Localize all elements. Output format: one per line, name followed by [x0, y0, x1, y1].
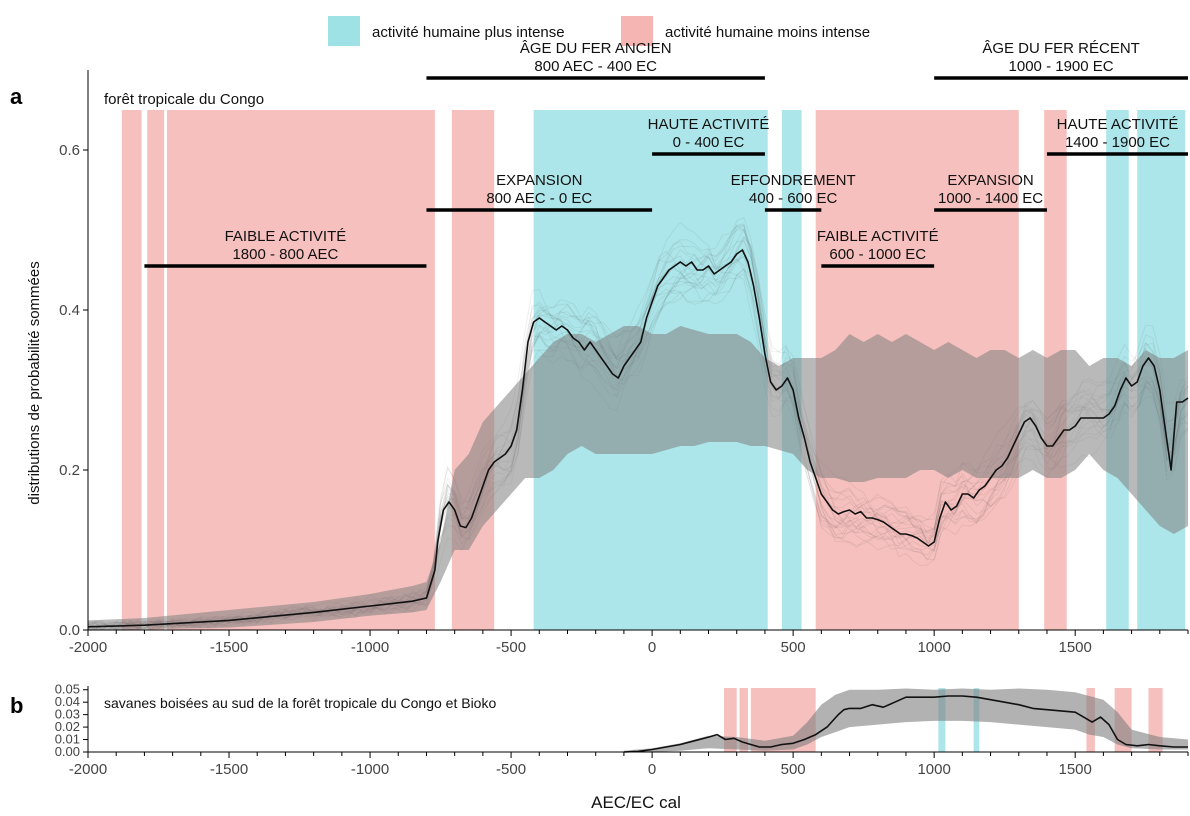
panel-a-x-tick-label-5: 500	[781, 639, 806, 656]
period-title-6: EXPANSION	[947, 172, 1033, 189]
period-range-1: 1000 - 1900 EC	[1009, 58, 1114, 75]
panel-b-x-axis: -2000 -1500 -1000 -500 0 500 1000 1500	[69, 751, 1189, 778]
panel-b-span-low-0	[724, 688, 737, 752]
panel-b-x-tick-label-2: -1000	[351, 761, 389, 778]
panel-a-y-tick-label-3: 0.6	[59, 142, 80, 159]
panel-a-x-axis: -2000 -1500 -1000 -500 0 500 1000 1500	[69, 629, 1189, 656]
panel-a-y-tick-label-0: 0.0	[59, 622, 80, 639]
period-title-7: FAIBLE ACTIVITÉ	[817, 228, 939, 245]
period-range-8: 1800 - 800 AEC	[232, 246, 338, 263]
panel-b-title: savanes boisées au sud de la forêt tropi…	[104, 695, 496, 711]
period-range-3: 1400 - 1900 EC	[1065, 134, 1170, 151]
period-title-2: HAUTE ACTIVITÉ	[648, 116, 770, 133]
panel-b-x-tick-label-1: -1500	[210, 761, 248, 778]
legend: activité humaine plus intense activité h…	[328, 16, 870, 46]
panel-b-x-tick-label-4: 0	[648, 761, 656, 778]
legend-label-high: activité humaine plus intense	[372, 24, 565, 41]
panel-a-x-tick-label-1: -1500	[210, 639, 248, 656]
panel-b-x-tick-label-6: 1000	[917, 761, 950, 778]
period-title-3: HAUTE ACTIVITÉ	[1057, 116, 1179, 133]
panel-b-y-tick-label-5: 0.05	[55, 682, 80, 697]
panel-b-y-tick-label-0: 0.00	[55, 744, 80, 759]
panel-b-y-tick-label-4: 0.04	[55, 694, 80, 709]
panel-b-median-line	[623, 695, 1188, 753]
panel-b-y-tick-label-2: 0.02	[55, 719, 80, 734]
panel-a-span-low-0	[121, 110, 142, 630]
legend-label-low: activité humaine moins intense	[665, 24, 870, 41]
period-title-0: ÂGE DU FER ANCIEN	[520, 40, 672, 57]
panel-b-x-tick-label-3: -500	[496, 761, 526, 778]
period-range-5: 400 - 600 EC	[749, 190, 838, 207]
panel-a-span-low-3	[451, 110, 495, 630]
period-range-6: 1000 - 1400 EC	[938, 190, 1043, 207]
panel-b-envelope	[623, 688, 1188, 752]
period-range-4: 800 AEC - 0 EC	[486, 190, 592, 207]
panel-b-y-tick-label-1: 0.01	[55, 732, 80, 747]
panel-b: 0.000.010.020.030.040.05 -2000 -1500 -1000…	[10, 682, 1189, 812]
panel-a-x-tick-label-2: -1000	[351, 639, 389, 656]
panel-a-x-tick-label-6: 1000	[917, 639, 950, 656]
panel-b-y-tick-label-3: 0.03	[55, 707, 80, 722]
panel-a-y-tick-label-1: 0.2	[59, 462, 80, 479]
panel-a-y-axis-label: distributions de probabilité sommées	[26, 261, 43, 504]
panel-b-label: b	[10, 693, 23, 718]
period-range-7: 600 - 1000 EC	[829, 246, 926, 263]
panel-a-y-tick-label-2: 0.4	[59, 302, 80, 319]
panel-b-y-axis: 0.000.010.020.030.040.05	[55, 682, 89, 759]
panel-b-x-tick-label-7: 1500	[1058, 761, 1091, 778]
panel-a-median-line	[87, 249, 1189, 628]
panel-a-x-tick-label-0: -2000	[69, 639, 107, 656]
x-axis-title: AEC/EC cal	[591, 793, 681, 812]
panel-b-span-low-1	[739, 688, 748, 752]
panel-a-x-tick-label-3: -500	[496, 639, 526, 656]
period-title-4: EXPANSION	[496, 172, 582, 189]
panel-a-span-low-1	[147, 110, 165, 630]
panel-b-x-tick-label-0: -2000	[69, 761, 107, 778]
panel-b-x-tick-label-5: 500	[781, 761, 806, 778]
panel-a-envelope	[88, 326, 1188, 630]
panel-a-label: a	[10, 84, 23, 109]
period-title-5: EFFONDREMENT	[731, 172, 856, 189]
legend-swatch-low	[621, 16, 653, 46]
panel-a-title: forêt tropicale du Congo	[104, 91, 264, 108]
period-title-8: FAIBLE ACTIVITÉ	[225, 228, 347, 245]
period-range-0: 800 AEC - 400 EC	[534, 58, 657, 75]
period-range-2: 0 - 400 EC	[673, 134, 745, 151]
panel-a-y-axis: 0.0 0.2 0.4 0.6	[59, 70, 89, 639]
panel-a-x-tick-label-4: 0	[648, 639, 656, 656]
panel-a-span-low-2	[166, 110, 435, 630]
period-title-1: ÂGE DU FER RÉCENT	[982, 40, 1140, 57]
legend-swatch-high	[328, 16, 360, 46]
panel-a-x-tick-label-7: 1500	[1058, 639, 1091, 656]
